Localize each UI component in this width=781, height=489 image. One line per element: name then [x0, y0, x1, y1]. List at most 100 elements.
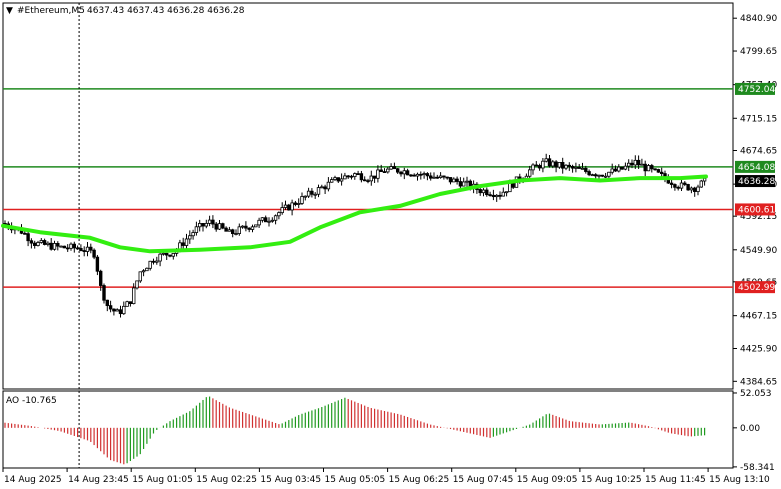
candle-body — [254, 224, 258, 228]
candle-body — [399, 171, 403, 175]
candle-body — [435, 176, 439, 179]
price-pane-border — [2, 2, 734, 390]
time-tick-label: 15 Aug 01:05 — [132, 475, 193, 485]
candle-body — [69, 243, 73, 249]
candle-body — [293, 202, 298, 205]
candle-body — [33, 242, 37, 246]
candle-body — [488, 194, 492, 197]
candle-body — [610, 168, 614, 173]
candle-body — [607, 171, 611, 177]
candle-body — [570, 165, 575, 169]
candle-body — [465, 180, 469, 183]
candle-body — [267, 220, 271, 223]
collapse-arrow-icon[interactable]: ▼ — [6, 6, 13, 16]
candle-body — [491, 194, 496, 198]
price-axis: 4840.904799.654757.404715.154674.654632.… — [733, 14, 777, 387]
candle-body — [392, 166, 397, 170]
candle-body — [141, 270, 146, 273]
candle-body — [653, 168, 657, 171]
candle-body — [158, 253, 162, 262]
candle-body — [504, 191, 509, 194]
candle-body — [405, 170, 410, 176]
candle-body — [280, 207, 284, 214]
candle-body — [419, 173, 423, 176]
time-tick-label: 14 Aug 2025 — [4, 475, 62, 485]
candle-body — [194, 226, 199, 233]
candle-body — [184, 238, 189, 246]
candle-body — [72, 243, 76, 249]
moving-average — [1, 174, 708, 254]
candle-body — [551, 161, 555, 167]
time-tick-label: 15 Aug 06:25 — [389, 475, 450, 485]
candle-body — [676, 186, 680, 189]
candle-body — [85, 246, 90, 252]
candle-body — [561, 162, 565, 169]
candle-body — [636, 159, 641, 166]
candle-body — [303, 195, 307, 198]
price-tick-label: 4592.15 — [740, 212, 777, 222]
candle-body — [131, 287, 136, 305]
candle-body — [353, 173, 357, 177]
candle-body — [600, 174, 604, 177]
candle-body — [320, 186, 324, 189]
price-tick-label: 4840.90 — [740, 14, 777, 24]
level-label-box — [735, 203, 775, 216]
candle-body — [168, 254, 172, 257]
candle-body — [461, 181, 466, 187]
candle-body — [89, 246, 93, 251]
time-tick-label: 15 Aug 05:05 — [325, 475, 386, 485]
candle-body — [630, 162, 634, 166]
candle-body — [498, 194, 502, 197]
candle-body — [412, 174, 416, 177]
ohlc-values: 4637.43 4637.43 4636.28 4636.28 — [87, 6, 245, 16]
candle-body — [643, 163, 647, 172]
candle-body — [415, 173, 420, 177]
ao-tick-label: -58.341 — [740, 463, 775, 473]
candle-body — [214, 223, 218, 230]
candle-body — [323, 186, 327, 190]
candle-body — [217, 223, 222, 230]
candle-body — [188, 235, 192, 240]
candle-body — [221, 223, 225, 229]
candle-body — [201, 223, 205, 227]
candle-body — [623, 165, 628, 170]
candle-body — [372, 175, 377, 179]
candle-body — [333, 177, 337, 181]
candle-body — [544, 158, 548, 162]
candle-body — [95, 256, 100, 272]
candle-body — [108, 305, 113, 310]
level-lines — [3, 88, 733, 288]
candle-body — [99, 270, 103, 286]
level-label: 4502.99 — [738, 283, 775, 293]
candle-body — [145, 267, 149, 272]
candle-body — [620, 166, 624, 170]
candle-body — [366, 180, 370, 183]
price-tick-label: 4674.65 — [740, 147, 777, 157]
candle-body — [369, 175, 373, 182]
candle-body — [577, 166, 581, 169]
candle-body — [438, 175, 443, 178]
candle-body — [699, 180, 703, 188]
candle-body — [46, 242, 50, 245]
level-label: 4600.61 — [738, 205, 775, 215]
candle-body — [689, 187, 694, 191]
candle-body — [683, 182, 687, 185]
candle-body — [481, 189, 486, 194]
candle-body — [359, 173, 364, 181]
candle-body — [56, 243, 60, 247]
level-label-box — [735, 160, 775, 173]
candle-body — [428, 175, 433, 179]
ao-axis: 52.053 0.00 -58.341 — [733, 389, 775, 473]
candle-body — [59, 245, 63, 248]
current-price-box — [735, 175, 775, 188]
candle-body — [118, 309, 123, 315]
candle-body — [537, 165, 542, 169]
candle-body — [650, 165, 654, 170]
candle-body — [247, 227, 251, 230]
candle-body — [92, 249, 96, 258]
candle-body — [306, 190, 311, 197]
candle-body — [590, 174, 595, 177]
candle-body — [224, 227, 228, 232]
candle-body — [574, 166, 578, 169]
candle-body — [534, 164, 538, 167]
